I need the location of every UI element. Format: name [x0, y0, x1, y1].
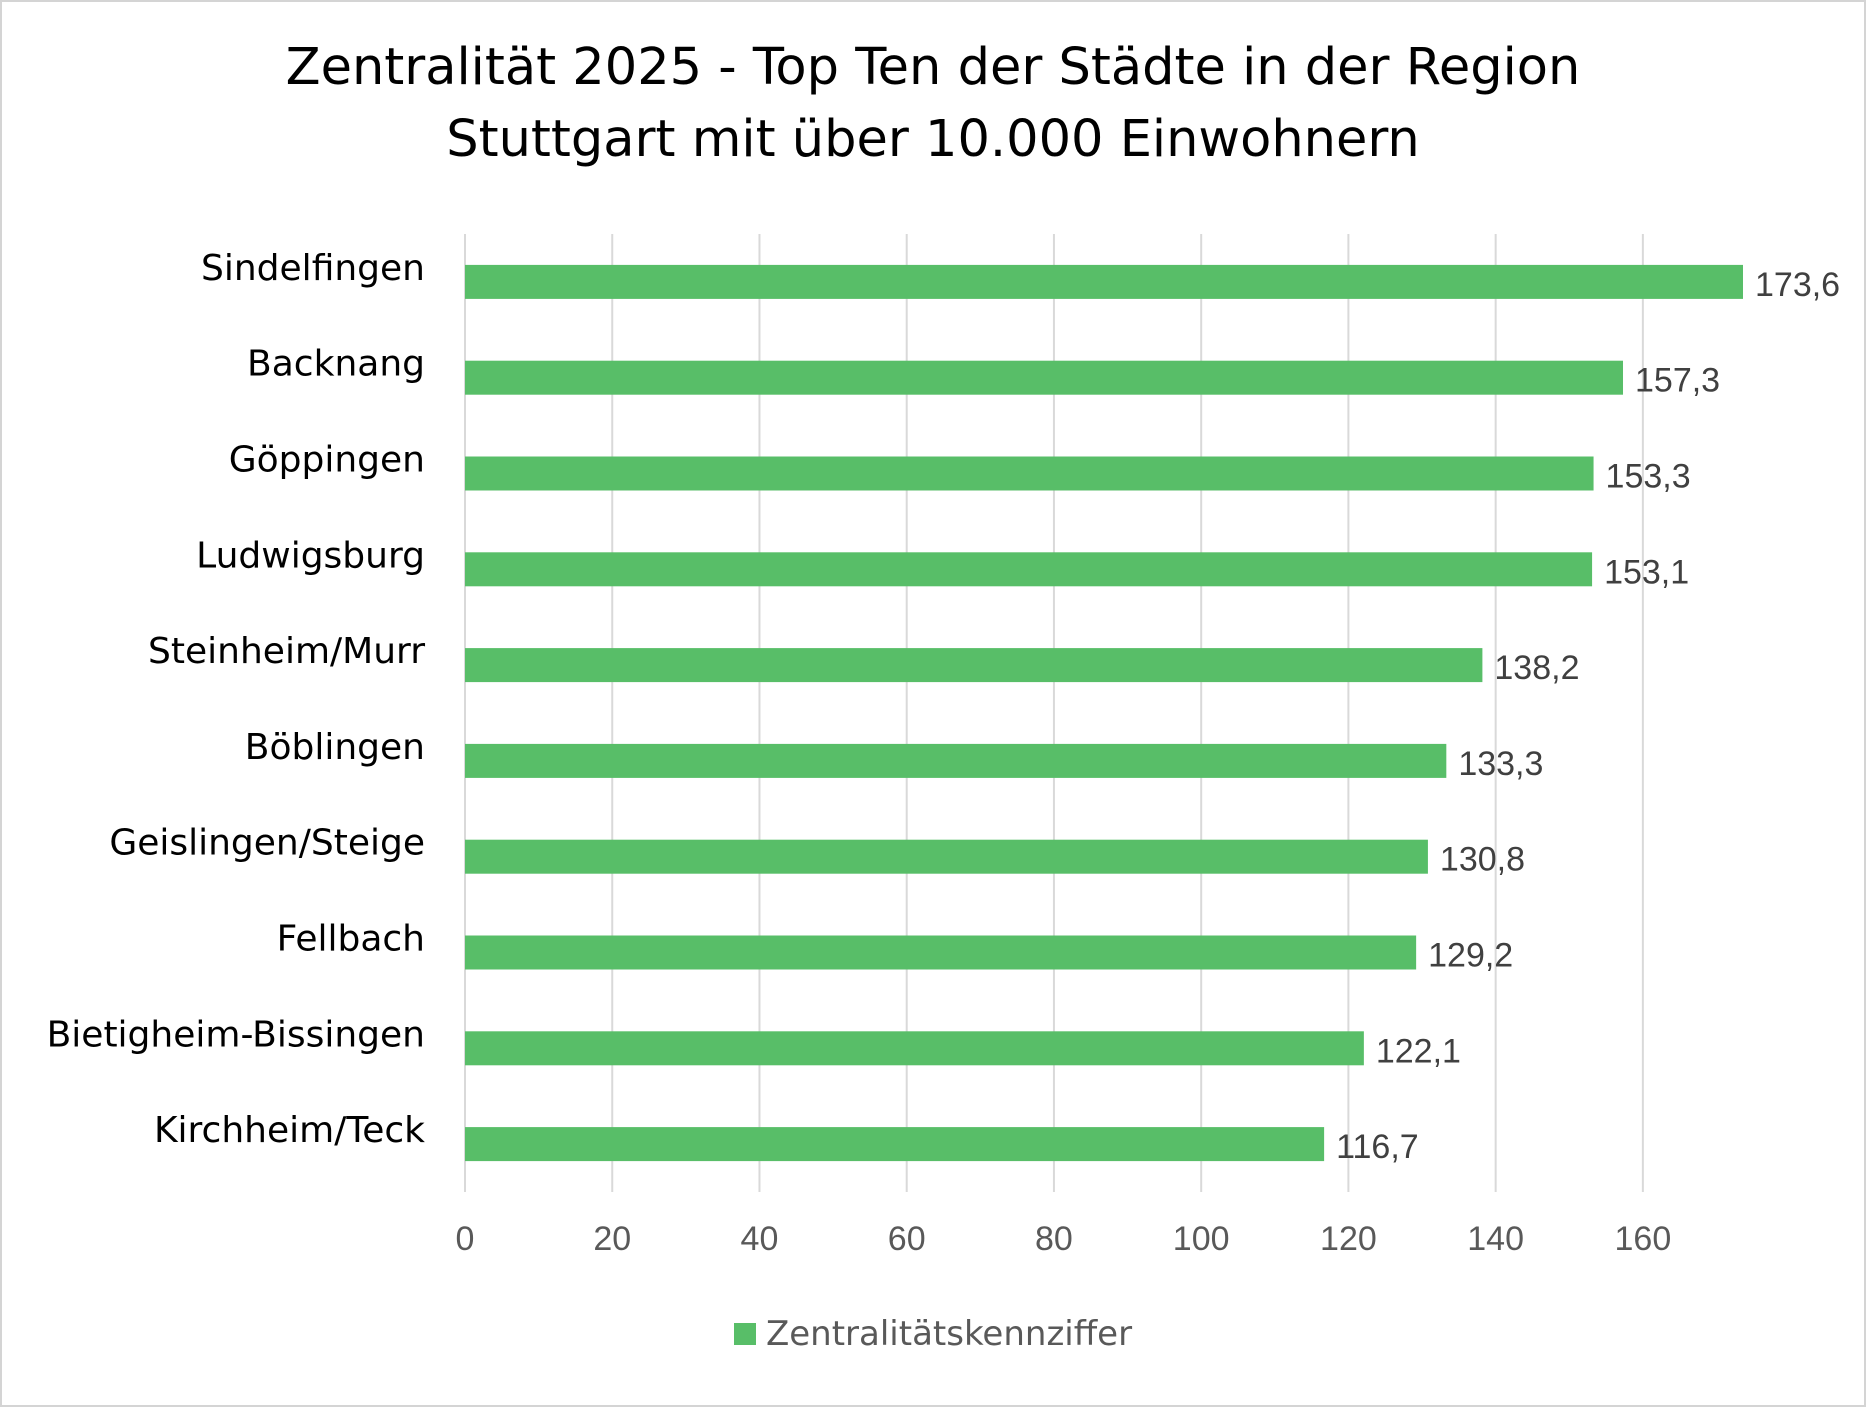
category-label: Ludwigsburg	[196, 535, 425, 576]
bar	[465, 456, 1594, 491]
x-tick-label: 60	[888, 1220, 926, 1258]
data-label: 122,1	[1376, 1032, 1461, 1070]
category-label: Sindelfingen	[201, 248, 425, 289]
bar	[465, 360, 1624, 395]
x-tick-label: 80	[1035, 1220, 1073, 1258]
bar	[465, 1031, 1364, 1066]
category-labels: Sindelfingen Backnang Göppingen Ludwigsburg…	[47, 248, 426, 1151]
bar	[465, 1127, 1325, 1162]
x-tick-label: 140	[1467, 1220, 1524, 1258]
category-label: Kirchheim/Teck	[154, 1110, 425, 1151]
data-label: 153,3	[1606, 458, 1691, 496]
chart-title: Zentralität 2025 - Top Ten der Städte in…	[0, 32, 1866, 176]
category-label: Geislingen/Steige	[109, 823, 425, 864]
x-tick-label: 120	[1320, 1220, 1377, 1258]
bar	[465, 264, 1743, 299]
x-tick-label: 160	[1615, 1220, 1672, 1258]
x-tick-label: 0	[456, 1220, 475, 1258]
legend: Zentralitätskennziffer	[0, 1314, 1866, 1354]
data-label: 116,7	[1336, 1128, 1419, 1166]
x-tick-label: 100	[1173, 1220, 1230, 1258]
bar	[465, 648, 1483, 683]
bars	[465, 264, 1743, 1162]
bar	[465, 839, 1428, 874]
category-label: Bietigheim-Bissingen	[47, 1014, 425, 1055]
x-axis-tick-labels: 0 20 40 60 80 100 120 140 160	[456, 1220, 1672, 1258]
data-label: 157,3	[1635, 362, 1720, 400]
bar	[465, 935, 1417, 970]
chart-title-line-2: Stuttgart mit über 10.000 Einwohnern	[446, 110, 1420, 169]
x-tick-label: 20	[593, 1220, 631, 1258]
category-label: Backnang	[247, 344, 425, 385]
category-label: Göppingen	[229, 440, 425, 481]
chart-title-line-1: Zentralität 2025 - Top Ten der Städte in…	[285, 38, 1581, 97]
data-label: 130,8	[1440, 841, 1525, 879]
data-label: 153,1	[1604, 553, 1689, 591]
legend-label: Zentralitätskennziffer	[765, 1314, 1133, 1354]
data-label: 129,2	[1428, 937, 1513, 975]
data-label: 133,3	[1458, 745, 1543, 783]
legend-swatch	[733, 1323, 756, 1345]
bar	[465, 552, 1593, 587]
category-label: Böblingen	[245, 727, 425, 768]
data-labels: 173,6 157,3 153,3 153,1 138,2 133,3 130,8 129,2…	[1336, 266, 1840, 1166]
data-label: 173,6	[1755, 266, 1840, 304]
data-label: 138,2	[1494, 649, 1579, 687]
category-label: Fellbach	[277, 919, 425, 960]
x-tick-label: 40	[741, 1220, 779, 1258]
bar	[465, 743, 1447, 778]
category-label: Steinheim/Murr	[148, 631, 425, 672]
